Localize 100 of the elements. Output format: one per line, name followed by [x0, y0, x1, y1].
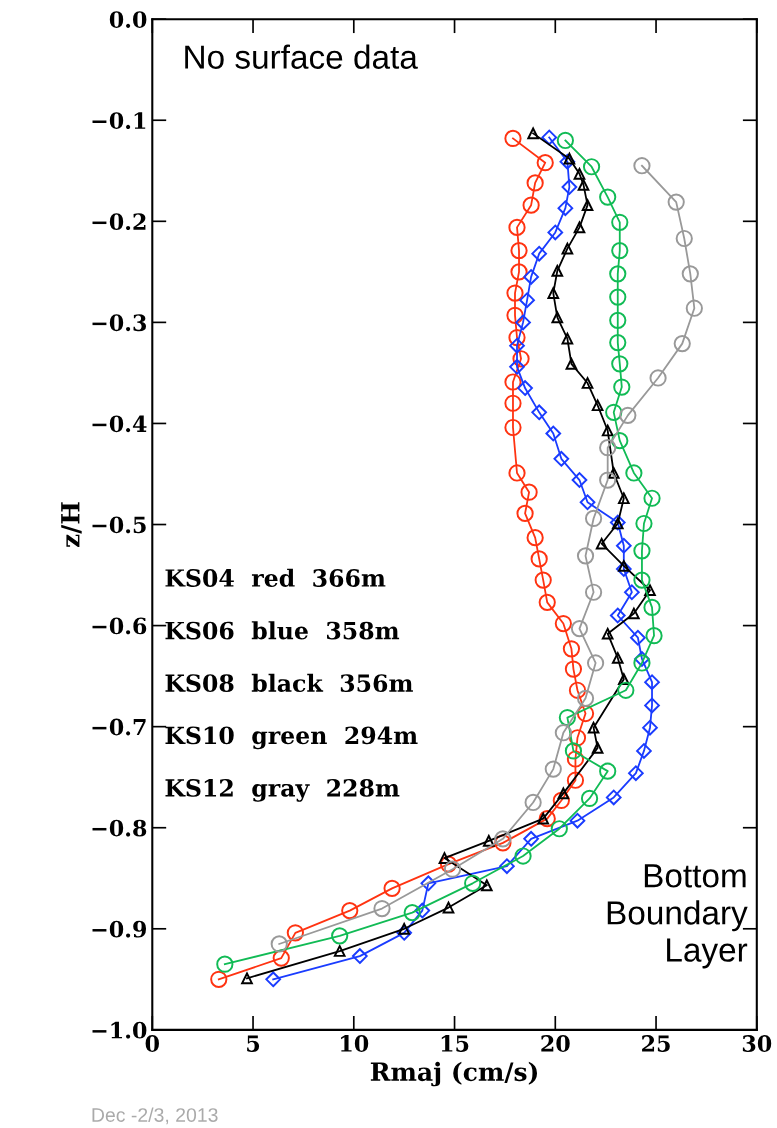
point — [566, 750, 585, 768]
point — [617, 492, 630, 505]
point — [611, 652, 624, 664]
point — [561, 179, 578, 195]
point — [591, 742, 604, 754]
point — [508, 464, 526, 482]
point — [611, 432, 629, 450]
point — [601, 627, 614, 640]
point — [633, 654, 651, 672]
point — [609, 265, 627, 283]
point — [609, 288, 627, 306]
point — [504, 373, 522, 391]
point — [286, 924, 304, 942]
point — [508, 328, 526, 347]
point — [571, 472, 588, 488]
point — [595, 537, 608, 550]
point — [536, 154, 554, 172]
point — [644, 584, 656, 597]
point — [524, 793, 542, 812]
point — [531, 404, 548, 421]
point — [599, 188, 617, 206]
point — [547, 224, 564, 241]
point — [611, 213, 629, 231]
point — [581, 199, 594, 211]
point — [565, 357, 578, 370]
point — [544, 760, 562, 778]
point — [420, 875, 437, 892]
point — [562, 640, 581, 658]
point — [569, 812, 586, 829]
annotation: KS08 black 356m — [165, 673, 413, 693]
y-tick-label: −0.3 — [92, 314, 147, 332]
point — [617, 560, 630, 572]
point — [331, 927, 349, 945]
point — [526, 529, 544, 547]
point — [586, 654, 605, 672]
x-tick-label: 10 — [341, 1035, 369, 1052]
point — [617, 681, 635, 699]
y-tick-label: 0.0 — [109, 11, 147, 28]
annotation: KS10 green 294m — [165, 726, 418, 750]
point — [341, 901, 359, 920]
point — [605, 789, 622, 806]
point — [633, 571, 651, 589]
point — [557, 200, 574, 217]
point — [681, 265, 699, 283]
point — [644, 697, 660, 714]
text: Dec -2/3, 2013 — [92, 1107, 218, 1125]
point — [591, 399, 604, 412]
point — [645, 627, 663, 645]
point — [619, 406, 637, 424]
point — [558, 708, 576, 727]
y-tick-label: −0.1 — [92, 112, 146, 129]
point — [615, 561, 632, 577]
point — [599, 762, 617, 780]
annotation: Bottom Boundary Layer — [607, 864, 748, 969]
point — [538, 810, 556, 828]
point — [403, 904, 421, 922]
point — [523, 831, 539, 847]
point — [216, 955, 234, 973]
point — [636, 743, 652, 759]
annotation: KS04 red 366m — [165, 568, 386, 587]
y-axis-title: z/H — [61, 502, 82, 548]
point — [673, 335, 691, 353]
point — [643, 598, 661, 616]
annotation: KS12 gray 228m — [165, 778, 400, 802]
point — [685, 299, 703, 317]
point — [611, 355, 629, 373]
point — [613, 378, 631, 396]
point — [667, 193, 685, 211]
point — [624, 584, 640, 601]
x-tick-label: 5 — [247, 1035, 260, 1052]
x-axis-title: Rmaj (cm/s) — [370, 1061, 538, 1087]
point — [506, 306, 524, 324]
point — [265, 971, 282, 988]
point — [516, 504, 534, 523]
point — [383, 879, 401, 897]
point — [508, 218, 526, 236]
point — [573, 167, 586, 180]
point — [609, 311, 627, 329]
point — [576, 689, 595, 707]
point — [517, 380, 533, 396]
y-tick-label: −0.4 — [92, 415, 147, 433]
point — [551, 265, 564, 277]
y-tick-label: −0.2 — [92, 213, 146, 231]
point — [509, 359, 525, 375]
point — [628, 765, 644, 781]
point — [547, 287, 560, 299]
point — [272, 949, 290, 967]
x-tick-label: 30 — [742, 1035, 772, 1052]
point — [509, 337, 525, 354]
point — [577, 179, 590, 191]
point — [573, 221, 586, 234]
x-tick-label: 0 — [145, 1035, 159, 1052]
point — [642, 719, 658, 736]
point — [210, 970, 228, 988]
point — [649, 369, 667, 387]
y-tick-label: −0.8 — [92, 819, 147, 837]
point — [531, 245, 548, 262]
point — [480, 879, 493, 892]
y-tick-label: −1.0 — [92, 1021, 147, 1039]
annotation: No surface data — [185, 44, 418, 69]
